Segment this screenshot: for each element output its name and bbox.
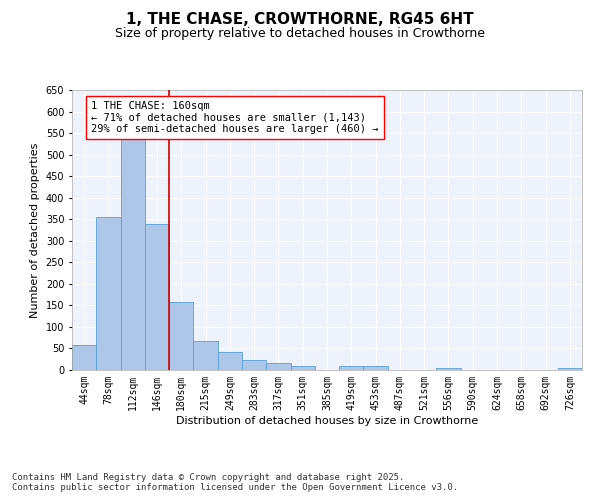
Bar (558, 368, 582, 370)
Bar (242, 360, 266, 370)
Bar (169, 302, 193, 370)
Text: 1, THE CHASE, CROWTHORNE, RG45 6HT: 1, THE CHASE, CROWTHORNE, RG45 6HT (126, 12, 474, 28)
Bar (290, 366, 315, 370)
Text: 1 THE CHASE: 160sqm
← 71% of detached houses are smaller (1,143)
29% of semi-det: 1 THE CHASE: 160sqm ← 71% of detached ho… (91, 101, 379, 134)
Text: Size of property relative to detached houses in Crowthorne: Size of property relative to detached ho… (115, 28, 485, 40)
Bar (364, 366, 388, 370)
Bar (266, 362, 290, 370)
Bar (218, 352, 242, 370)
Bar (72, 345, 96, 370)
Text: Contains HM Land Registry data © Crown copyright and database right 2025.
Contai: Contains HM Land Registry data © Crown c… (12, 472, 458, 492)
Y-axis label: Number of detached properties: Number of detached properties (30, 142, 40, 318)
Bar (145, 224, 169, 370)
Bar (96, 216, 121, 370)
Bar (436, 368, 461, 370)
Bar (339, 366, 364, 370)
Bar (193, 340, 218, 370)
X-axis label: Distribution of detached houses by size in Crowthorne: Distribution of detached houses by size … (176, 416, 478, 426)
Bar (121, 135, 145, 370)
